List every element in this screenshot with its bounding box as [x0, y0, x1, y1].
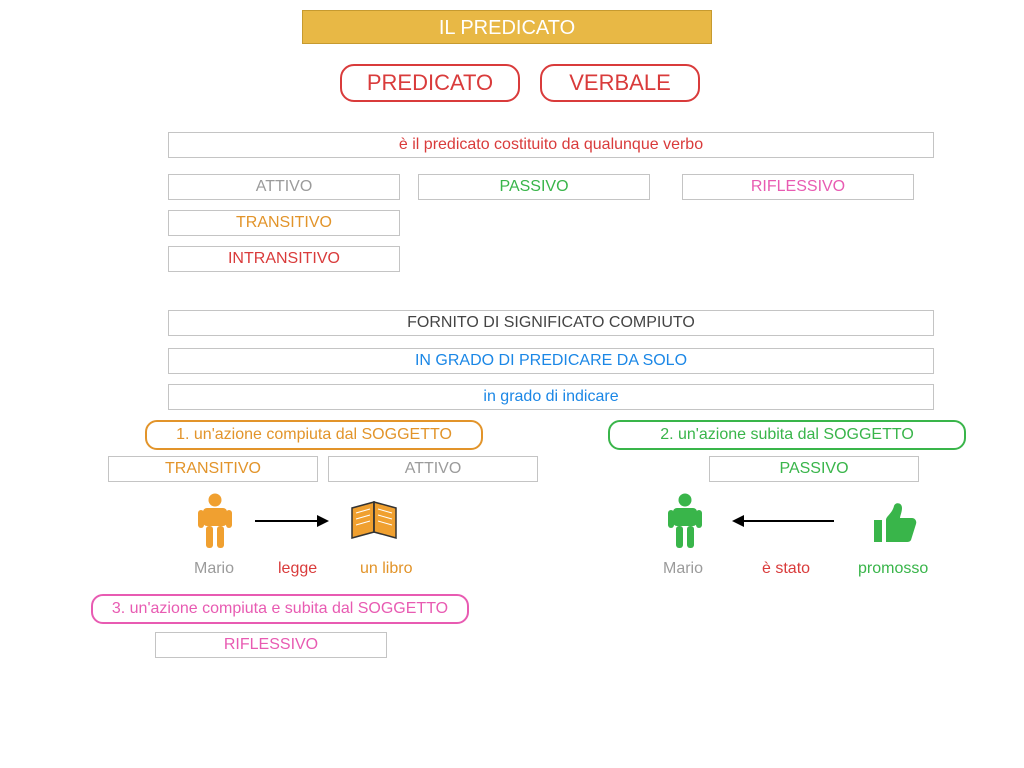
person2-icon	[664, 492, 706, 555]
riflessivo-text: RIFLESSIVO	[751, 178, 845, 195]
case2: 2. un'azione subita dal SOGGETTO	[608, 420, 966, 450]
arrow-right-head-icon	[317, 515, 329, 527]
person-icon	[194, 492, 236, 555]
line-compiuto: FORNITO DI SIGNIFICATO COMPIUTO	[168, 310, 934, 336]
ex1-unlibro: un libro	[360, 560, 412, 578]
box-riflessivo: RIFLESSIVO	[682, 174, 914, 200]
definition-box: è il predicato costituito da qualunque v…	[168, 132, 934, 158]
box-transitivo: TRANSITIVO	[168, 210, 400, 236]
compiuto-text: FORNITO DI SIGNIFICATO COMPIUTO	[407, 314, 695, 331]
ex2-estato: è stato	[762, 560, 810, 578]
sub-passivo-text: PASSIVO	[779, 460, 848, 477]
line-indicare: in grado di indicare	[168, 384, 934, 410]
box-passivo: PASSIVO	[418, 174, 650, 200]
book-icon	[346, 496, 402, 551]
case3: 3. un'azione compiuta e subita dal SOGGE…	[91, 594, 469, 624]
sub-transitivo-text: TRANSITIVO	[165, 460, 261, 477]
box-attivo: ATTIVO	[168, 174, 400, 200]
attivo-text: ATTIVO	[256, 178, 313, 195]
ex2-promosso: promosso	[858, 560, 928, 578]
pill-predicato: PREDICATO	[340, 64, 520, 102]
sub-transitivo: TRANSITIVO	[108, 456, 318, 482]
sub-attivo-text: ATTIVO	[405, 460, 462, 477]
sub-riflessivo-text: RIFLESSIVO	[224, 636, 318, 653]
line-solo: IN GRADO DI PREDICARE DA SOLO	[168, 348, 934, 374]
arrow-right-icon	[255, 520, 317, 522]
ex2-mario: Mario	[663, 560, 703, 578]
intransitivo-text: INTRANSITIVO	[228, 250, 340, 267]
case1: 1. un'azione compiuta dal SOGGETTO	[145, 420, 483, 450]
thumbs-up-icon	[868, 498, 920, 551]
solo-text: IN GRADO DI PREDICARE DA SOLO	[415, 352, 687, 369]
sub-riflessivo: RIFLESSIVO	[155, 632, 387, 658]
sub-passivo: PASSIVO	[709, 456, 919, 482]
indicare-text: in grado di indicare	[483, 388, 618, 405]
box-intransitivo: INTRANSITIVO	[168, 246, 400, 272]
passivo-text: PASSIVO	[499, 178, 568, 195]
pill-verbale: VERBALE	[540, 64, 700, 102]
ex1-mario: Mario	[194, 560, 234, 578]
arrow-left-head-icon	[732, 515, 744, 527]
definition-text: è il predicato costituito da qualunque v…	[399, 136, 703, 153]
ex1-legge: legge	[278, 560, 317, 578]
page-title: IL PREDICATO	[302, 10, 712, 44]
transitivo-text: TRANSITIVO	[236, 214, 332, 231]
sub-attivo: ATTIVO	[328, 456, 538, 482]
arrow-left-icon	[744, 520, 834, 522]
